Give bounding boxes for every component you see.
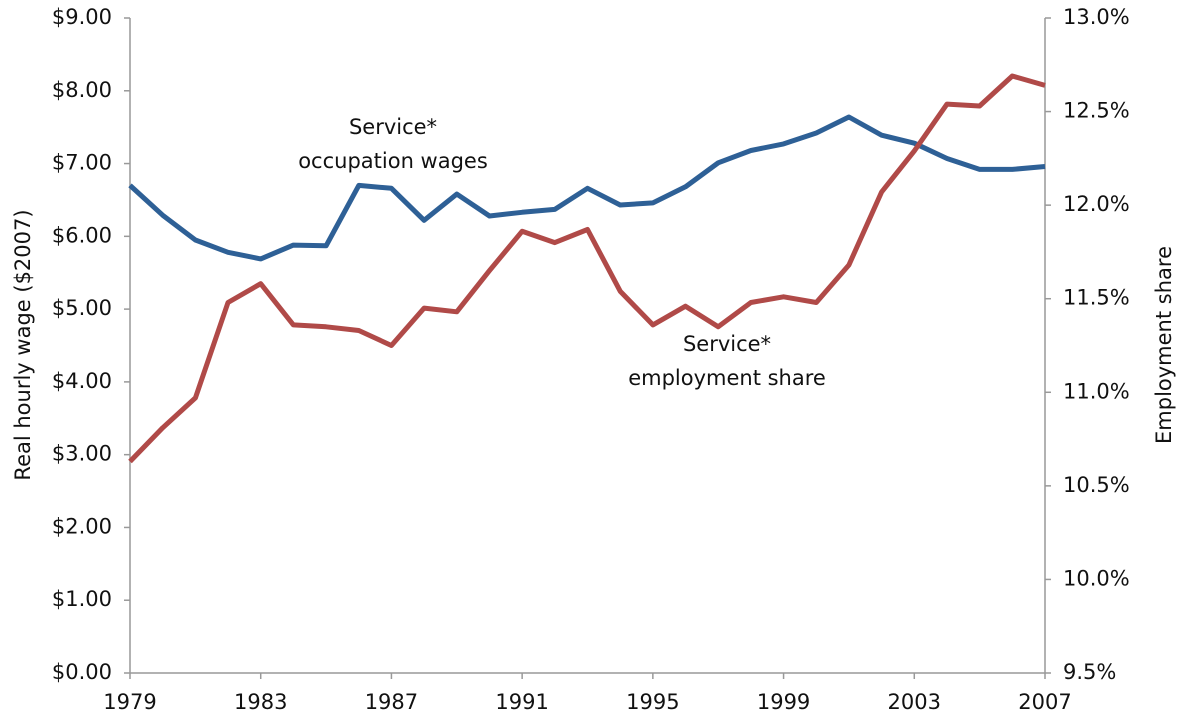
- y2-tick-label: 9.5%: [1063, 660, 1116, 684]
- y2-tick-label: 11.5%: [1063, 286, 1130, 310]
- x-tick-label: 1987: [365, 690, 418, 714]
- y2-tick-label: 12.5%: [1063, 99, 1130, 123]
- y-axis-title: Real hourly wage ($2007): [11, 209, 35, 480]
- y2-tick-label: 13.0%: [1063, 5, 1130, 29]
- series-line: [128, 73, 1046, 464]
- x-tick-label: 1991: [495, 690, 548, 714]
- y2-tick-label: 10.0%: [1063, 566, 1130, 590]
- annotation: employment share: [628, 366, 826, 390]
- x-tick-label: 1999: [757, 690, 810, 714]
- y-tick-label: $0.00: [52, 660, 112, 684]
- y-tick-label: $8.00: [52, 78, 112, 102]
- y-tick-label: $3.00: [52, 442, 112, 466]
- x-tick-label: 1995: [626, 690, 679, 714]
- series-line: [128, 114, 1046, 262]
- y2-tick-label: 11.0%: [1063, 379, 1130, 403]
- y-tick-label: $4.00: [52, 369, 112, 393]
- annotation: Service*: [683, 332, 771, 356]
- annotation: occupation wages: [298, 149, 488, 173]
- x-tick-label: 1983: [234, 690, 287, 714]
- y-tick-label: $5.00: [52, 296, 112, 320]
- annotation: Service*: [349, 115, 437, 139]
- y2-axis-title: Employment share: [1152, 246, 1176, 444]
- y2-tick-label: 12.0%: [1063, 192, 1130, 216]
- y-tick-label: $6.00: [52, 223, 112, 247]
- y2-tick-label: 10.5%: [1063, 473, 1130, 497]
- y-tick-label: $2.00: [52, 514, 112, 538]
- y-tick-label: $1.00: [52, 587, 112, 611]
- y-tick-label: $9.00: [52, 5, 112, 29]
- x-tick-label: 2003: [888, 690, 941, 714]
- x-tick-label: 2007: [1018, 690, 1071, 714]
- y-tick-label: $7.00: [52, 151, 112, 175]
- x-tick-label: 1979: [103, 690, 156, 714]
